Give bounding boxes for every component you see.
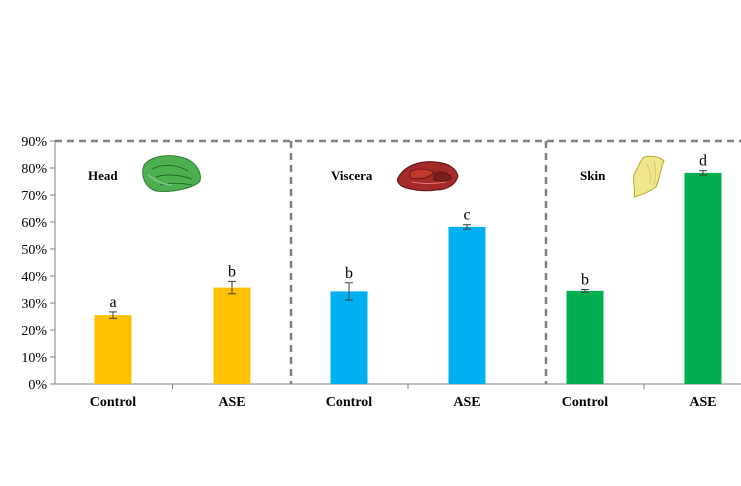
x-category-label: ASE	[218, 395, 245, 410]
x-category-label: ASE	[453, 395, 480, 410]
bar	[566, 290, 604, 384]
tissue-icons	[142, 155, 665, 198]
dashed-frame	[55, 139, 741, 384]
significance-letter: c	[463, 207, 470, 224]
labels: Head a b Viscera b c Skin b d	[88, 153, 707, 311]
x-category-label: Control	[562, 395, 609, 410]
y-tick-label: 20%	[21, 324, 47, 339]
bars	[94, 170, 722, 384]
bar	[448, 226, 486, 384]
y-tick-label: 50%	[21, 243, 47, 258]
significance-letter: b	[345, 265, 353, 282]
significance-letter: b	[228, 263, 236, 280]
group-label: Viscera	[331, 168, 373, 183]
bar	[94, 315, 132, 384]
y-tick-label: 80%	[21, 162, 47, 177]
green-fish-head-icon	[142, 155, 201, 192]
y-tick-label: 90%	[21, 135, 47, 150]
y-tick-label: 40%	[21, 270, 47, 285]
x-category-label: Control	[90, 395, 137, 410]
y-tick-label: 0%	[28, 378, 47, 393]
y-axis: 0% 10% 20% 30% 40% 50% 60% 70% 80% 90%	[21, 135, 56, 393]
x-category-label: ASE	[689, 395, 716, 410]
significance-letter: d	[699, 153, 707, 170]
y-tick-label: 70%	[21, 189, 47, 204]
yellow-fish-skin-icon	[632, 155, 665, 198]
significance-letter: b	[581, 272, 589, 289]
y-tick-label: 30%	[21, 297, 47, 312]
group-label: Skin	[580, 168, 606, 183]
significance-letter: a	[109, 294, 116, 311]
x-category-label: Control	[326, 395, 373, 410]
bar	[330, 291, 368, 384]
x-axis: Control ASE Control ASE Control ASE	[55, 383, 741, 410]
bar	[213, 287, 251, 384]
y-tick-label: 10%	[21, 351, 47, 366]
group-label: Head	[88, 168, 118, 183]
red-fish-viscera-icon	[397, 161, 459, 192]
y-tick-label: 60%	[21, 216, 47, 231]
bar	[684, 172, 722, 384]
